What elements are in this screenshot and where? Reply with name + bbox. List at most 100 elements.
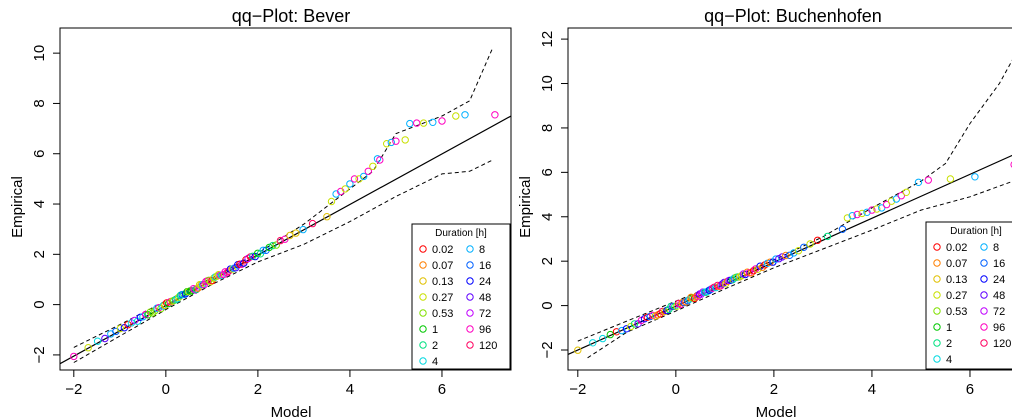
data-point [369,162,377,171]
data-point [785,251,794,260]
data-point [618,326,626,335]
confidence-band [577,59,1012,359]
data-point [116,324,125,333]
chart-title: qq−Plot: Bever [232,6,351,26]
data-point [148,309,157,317]
data-point [685,295,694,303]
data-point [292,229,300,237]
chart-title: qq−Plot: Buchenhofen [704,6,882,26]
data-point [758,263,767,271]
data-point [658,307,667,316]
legend-marker [980,323,988,331]
legend-label: 96 [479,324,491,336]
y-tick-label: 10 [31,45,48,62]
data-point [327,197,336,206]
data-point [612,328,621,336]
data-point [346,180,354,188]
data-point [838,225,847,234]
data-point [189,285,198,293]
data-point [376,156,384,164]
data-point [806,240,814,248]
data-point [878,204,886,212]
data-point [790,249,798,257]
legend-label: 48 [993,290,1005,302]
data-point [452,112,460,120]
legend-title: Duration [h] [435,228,487,239]
legend-marker [419,293,427,301]
data-point [848,212,856,220]
data-point [364,167,372,176]
legend-label: 4 [946,354,952,366]
data-point [299,225,307,234]
y-tick-label: 0 [31,300,48,308]
x-tick-label: 4 [346,381,354,398]
reference-line [60,115,511,365]
data-point [276,236,285,245]
legend-marker [466,245,474,253]
x-tick-label: 0 [162,381,170,398]
legend-marker [419,341,427,349]
data-point [782,251,790,260]
lower-bound-line [73,159,493,363]
legend-marker [980,307,988,315]
data-point [749,267,758,275]
data-point [843,214,852,222]
data-points [574,161,1012,354]
legend-label: 24 [479,276,491,288]
y-tick-label: 4 [31,200,48,208]
data-point [213,272,221,280]
data-point [350,175,359,183]
qq-plot-bever: qq−Plot: Bever Model Empirical −2 0 2 4 6 −2… [9,6,512,419]
legend-label: 48 [479,292,491,304]
data-point [461,111,469,119]
data-point [823,232,832,241]
legend-label: 0.07 [432,260,453,272]
legend-marker [466,325,474,333]
data-point [772,255,780,263]
data-point [438,117,446,125]
legend-marker [933,275,941,283]
data-point [93,337,102,345]
data-point [259,246,267,255]
data-point [360,172,368,181]
x-tick-label: 6 [966,381,974,398]
reference-line-mark [60,115,511,365]
y-tick-label: −2 [539,341,556,358]
data-point [413,119,421,127]
data-point [281,235,289,243]
data-point [712,283,720,292]
data-point [747,269,756,277]
data-point [868,206,876,214]
data-point [1010,161,1012,168]
x-tick-label: 0 [672,381,680,398]
legend-title: Duration [h] [950,226,1002,237]
data-point [766,258,774,266]
legend-marker [466,261,474,269]
x-axis-label: Model [756,404,797,419]
legend-label: 0.02 [946,242,967,254]
data-point [720,278,728,287]
data-point [882,200,891,209]
legend-label: 1 [946,322,952,334]
data-point [622,325,631,333]
data-point [946,175,955,183]
data-point [794,247,803,255]
legend-label: 0.13 [432,276,453,288]
data-point [308,219,317,228]
data-point [205,276,213,284]
legend-label: 2 [432,340,438,352]
legend: Duration [h]0.020.070.130.270.5312481624… [411,223,511,370]
legend: Duration [h]0.020.070.130.270.5312481624… [925,221,1012,370]
y-tick-label: 0 [539,301,556,309]
data-point [902,188,910,197]
data-point [419,119,428,127]
legend-label: 0.02 [432,244,453,256]
legend-marker [980,339,988,347]
y-tick-label: −2 [31,346,48,363]
legend-marker [419,357,427,365]
legend-label: 16 [993,258,1005,270]
legend-marker [466,309,474,317]
data-point [606,330,614,339]
legend-label: 120 [479,340,497,352]
